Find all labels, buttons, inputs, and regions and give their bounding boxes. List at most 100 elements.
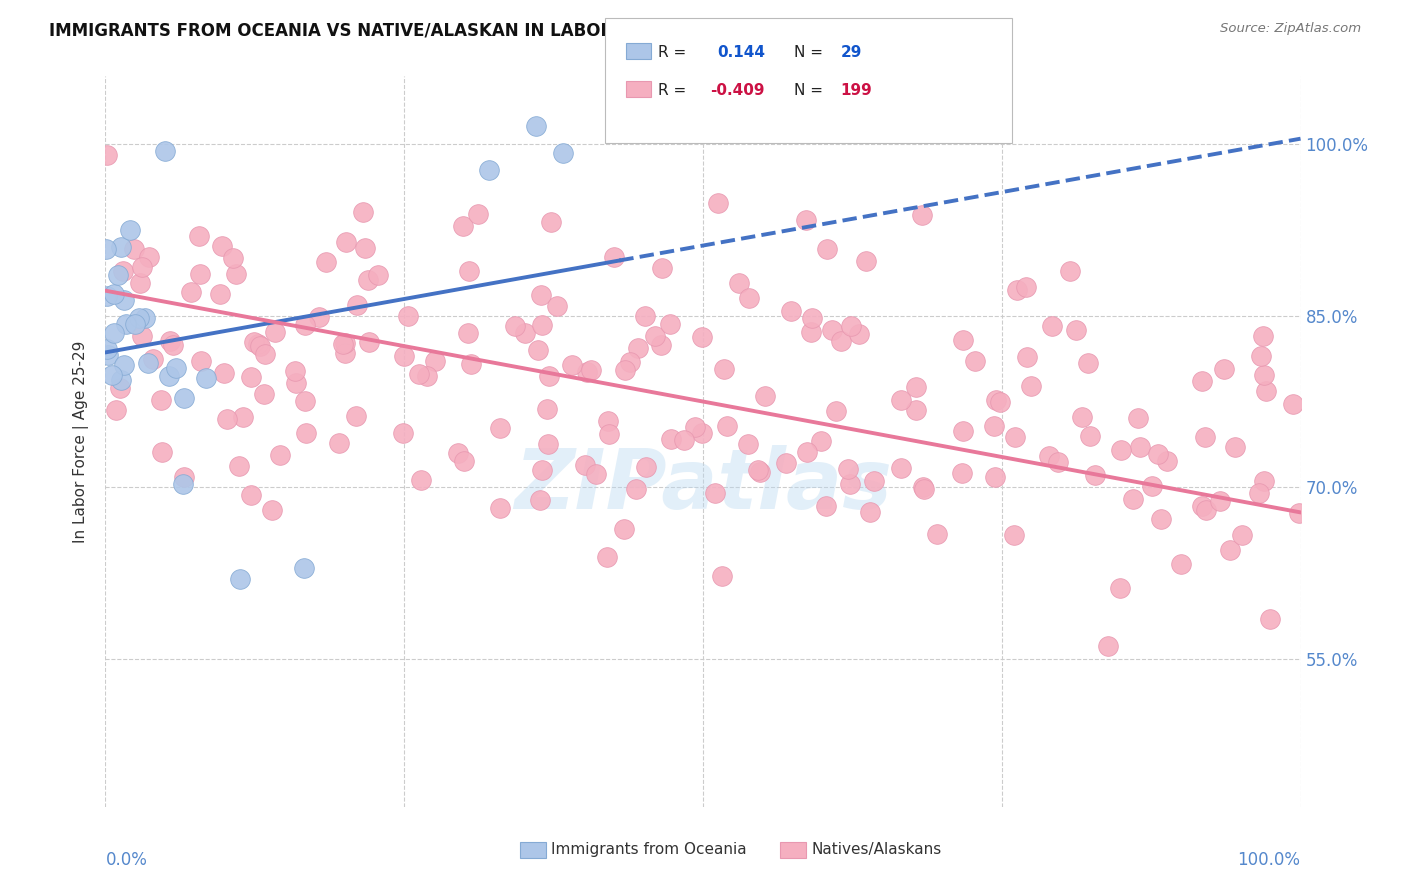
Point [619, 355, 641, 369]
Point [335, 235, 357, 250]
Point [194, 371, 217, 385]
Text: R =: R = [658, 83, 686, 98]
Point [737, 437, 759, 451]
Point [232, 409, 254, 424]
Text: R =: R = [658, 45, 686, 60]
Point [1021, 379, 1043, 393]
Point [551, 145, 574, 160]
Point [295, 425, 318, 440]
Point [561, 358, 583, 372]
Point [952, 333, 974, 347]
Point [103, 326, 125, 340]
Point [447, 446, 470, 460]
Text: ZIPatlas: ZIPatlas [515, 445, 891, 526]
Point [531, 463, 554, 477]
Point [613, 522, 636, 536]
Point [451, 219, 474, 234]
Point [478, 163, 501, 178]
Point [367, 268, 389, 282]
Point [825, 404, 848, 418]
Point [905, 403, 928, 417]
Text: N =: N = [794, 83, 824, 98]
Text: 29: 29 [841, 45, 862, 60]
Point [627, 341, 650, 355]
Text: 100.0%: 100.0% [1237, 851, 1301, 869]
Point [984, 470, 1007, 484]
Point [124, 317, 146, 331]
Point [1254, 384, 1277, 399]
Point [579, 363, 602, 377]
Point [190, 353, 212, 368]
Point [574, 458, 596, 473]
Point [1059, 264, 1081, 278]
Point [411, 473, 433, 487]
Point [292, 561, 315, 575]
Point [839, 476, 862, 491]
Point [710, 569, 733, 583]
Point [96, 347, 118, 361]
Point [526, 119, 548, 133]
Point [658, 318, 681, 332]
Point [489, 421, 512, 435]
Point [748, 466, 770, 480]
Point [1097, 639, 1119, 653]
Point [108, 381, 131, 395]
Point [1129, 440, 1152, 454]
Point [354, 241, 377, 255]
Text: IMMIGRANTS FROM OCEANIA VS NATIVE/ALASKAN IN LABOR FORCE | AGE 25-29 CORRELATION: IMMIGRANTS FROM OCEANIA VS NATIVE/ALASKA… [49, 22, 1001, 40]
Point [294, 318, 316, 332]
Point [821, 323, 844, 337]
Point [153, 145, 176, 159]
Text: 0.144: 0.144 [717, 45, 765, 60]
Point [952, 424, 974, 438]
Point [263, 325, 285, 339]
Point [162, 337, 184, 351]
Point [138, 250, 160, 264]
Point [815, 242, 838, 256]
Point [1258, 612, 1281, 626]
Point [596, 414, 619, 428]
Point [1191, 374, 1213, 388]
Point [157, 368, 180, 383]
Point [830, 334, 852, 348]
Point [315, 255, 337, 269]
Point [352, 205, 374, 219]
Point [188, 228, 211, 243]
Point [335, 335, 357, 350]
Point [333, 346, 356, 360]
Point [540, 215, 562, 229]
Point [800, 310, 823, 325]
Point [1108, 581, 1130, 595]
Point [180, 285, 202, 299]
Point [1195, 503, 1218, 517]
Point [529, 492, 551, 507]
Point [112, 358, 135, 372]
Point [800, 325, 823, 339]
Point [513, 326, 536, 341]
Point [1126, 410, 1149, 425]
Point [458, 263, 481, 277]
Point [904, 380, 927, 394]
Point [538, 369, 561, 384]
Point [1288, 507, 1310, 521]
Point [1249, 486, 1271, 500]
Point [716, 418, 738, 433]
Point [1014, 279, 1036, 293]
Point [100, 368, 122, 383]
Point [912, 482, 935, 496]
Point [1253, 474, 1275, 488]
Point [467, 207, 489, 221]
Point [1004, 430, 1026, 444]
Point [142, 352, 165, 367]
Point [644, 329, 666, 343]
Point [269, 448, 291, 462]
Point [457, 326, 479, 340]
Point [1005, 283, 1028, 297]
Point [650, 338, 672, 352]
Point [488, 501, 510, 516]
Point [837, 461, 859, 475]
Point [925, 526, 948, 541]
Point [239, 370, 262, 384]
Point [713, 362, 735, 376]
Point [328, 436, 350, 450]
